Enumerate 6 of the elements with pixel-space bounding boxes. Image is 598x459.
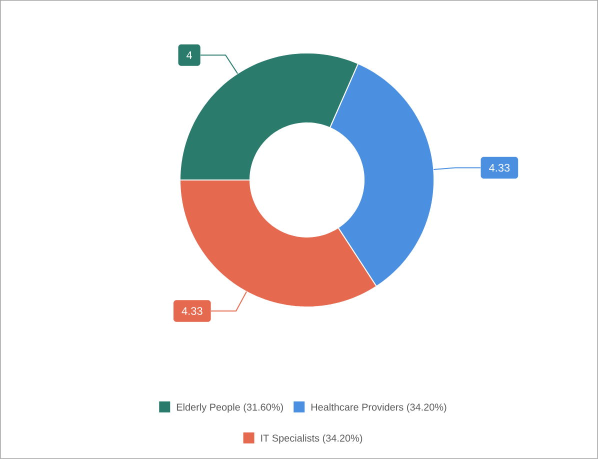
legend-label: Elderly People (31.60%) (176, 403, 283, 413)
data-label: 4 (186, 51, 192, 59)
data-label: 4.33 (182, 307, 202, 315)
data-label: 4.33 (489, 164, 510, 172)
legend-label: IT Specialists (34.20%) (261, 434, 362, 444)
legend-label: Healthcare Providers (34.20%) (311, 403, 446, 413)
